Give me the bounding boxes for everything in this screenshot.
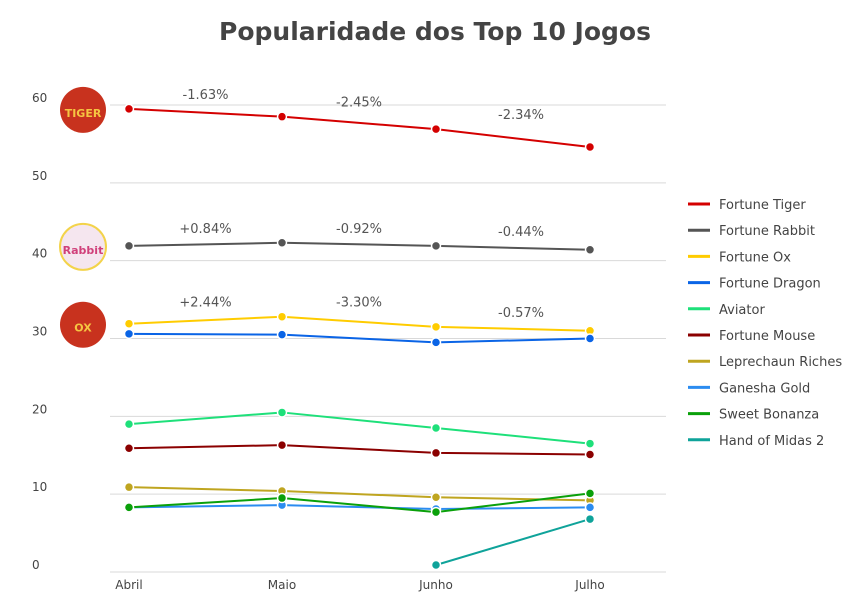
change-annotation: -3.30% (336, 296, 382, 311)
change-annotation: -1.63% (183, 88, 229, 103)
logo-circle (60, 86, 106, 133)
data-point (584, 488, 596, 499)
data-point (430, 240, 442, 252)
series-line-4 (128, 411, 591, 445)
data-point (584, 141, 596, 153)
data-point (123, 318, 135, 329)
series-line-6 (128, 486, 591, 502)
y-tick-label: 50 (32, 169, 47, 183)
data-point (123, 328, 135, 340)
logo-text: TIGER (65, 107, 102, 120)
data-point (584, 449, 596, 460)
data-point (430, 447, 442, 459)
annotations: -1.63% -2.45% -2.34% +0.84% -0.92% -0.44% +2.4… (179, 88, 544, 321)
grid (110, 104, 666, 573)
y-tick-label: 40 (32, 247, 47, 261)
logo-text: Rabbit (63, 244, 104, 257)
data-point (123, 103, 135, 115)
data-point (430, 337, 442, 348)
series-line-0 (128, 107, 591, 149)
series-line-3 (128, 332, 591, 344)
data-point (276, 492, 288, 504)
legend-label: Aviator (719, 303, 765, 318)
data-point (276, 407, 288, 418)
data-point (276, 329, 288, 340)
series-lines (123, 103, 596, 571)
legend-label: Fortune Dragon (719, 277, 821, 292)
legend-label: Fortune Rabbit (719, 224, 815, 239)
y-axis: 0 10 20 30 40 50 60 (32, 91, 47, 572)
series-line-8 (128, 492, 591, 514)
data-point (430, 321, 442, 333)
data-point (584, 513, 596, 525)
logo-circle (59, 222, 107, 271)
data-point (276, 439, 288, 451)
change-annotation: -2.34% (498, 108, 544, 123)
change-annotation: +0.84% (179, 222, 231, 237)
logo-circle (60, 301, 106, 348)
x-tick-label: Junho (418, 578, 453, 592)
legend-label: Sweet Bonanza (719, 408, 819, 423)
legend-label: Fortune Ox (719, 250, 791, 265)
game-logo-2: OX (60, 301, 106, 348)
data-point (276, 237, 288, 249)
change-annotation: -0.92% (336, 222, 382, 237)
y-tick-label: 20 (32, 402, 47, 416)
data-point (584, 244, 596, 256)
data-point (430, 506, 442, 518)
y-tick-label: 60 (32, 91, 47, 105)
y-tick-label: 10 (32, 480, 47, 494)
change-annotation: -0.44% (498, 225, 544, 240)
y-tick-label: 0 (32, 558, 40, 572)
data-point (123, 418, 135, 430)
data-point (123, 240, 135, 252)
legend-label: Leprechaun Riches (719, 355, 842, 370)
game-logo-0: TIGER (60, 86, 106, 133)
change-annotation: +2.44% (179, 296, 231, 311)
legend-label: Fortune Tiger (719, 198, 806, 213)
data-point (123, 502, 135, 513)
series-line-5 (128, 444, 591, 456)
x-tick-label: Maio (268, 578, 296, 592)
logo-text: OX (74, 322, 92, 335)
series-line-2 (128, 315, 591, 332)
data-point (276, 111, 288, 122)
x-tick-label: Julho (574, 578, 604, 592)
series-line-1 (128, 241, 591, 251)
legend-label: Fortune Mouse (719, 329, 815, 344)
series-line-9 (435, 518, 591, 566)
data-point (430, 492, 442, 503)
data-point (276, 311, 288, 322)
legend: Fortune Tiger Fortune Rabbit Fortune Ox For… (688, 198, 842, 449)
change-annotation: -2.45% (336, 96, 382, 111)
data-point (430, 559, 442, 571)
data-point (584, 502, 596, 513)
game-logo-1: Rabbit (59, 222, 107, 271)
data-point (584, 333, 596, 344)
data-point (584, 438, 596, 449)
x-tick-label: Abril (115, 578, 142, 592)
legend-label: Ganesha Gold (719, 381, 810, 396)
data-point (123, 442, 135, 454)
data-point (123, 481, 135, 493)
chart-title: Popularidade dos Top 10 Jogos (219, 17, 651, 46)
change-annotation: -0.57% (498, 306, 544, 321)
legend-label: Hand of Midas 2 (719, 434, 824, 449)
data-point (430, 123, 442, 135)
logos: TIGER Rabbit OX (59, 86, 107, 348)
y-tick-label: 30 (32, 325, 47, 339)
series-line-7 (128, 504, 591, 510)
x-axis: Abril Maio Junho Julho (115, 578, 604, 592)
data-point (430, 422, 442, 434)
